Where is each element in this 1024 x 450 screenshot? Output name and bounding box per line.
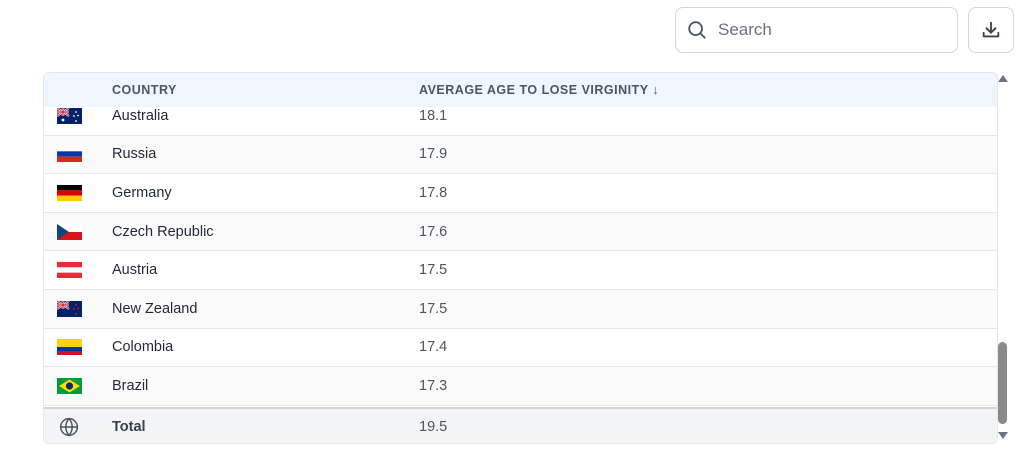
country-name: Austria [112, 262, 158, 279]
total-value: 19.5 [419, 419, 448, 435]
australia-flag-icon [57, 107, 82, 124]
austria-flag-icon [57, 262, 82, 279]
scroll-up-arrow-icon[interactable] [998, 75, 1008, 82]
data-table: COUNTRY AVERAGE AGE TO LOSE VIRGINITY ↓ … [43, 72, 998, 444]
country-name: New Zealand [112, 300, 198, 317]
table-row: Colombia 17.4 [44, 329, 997, 368]
country-name: Czech Republic [112, 223, 214, 240]
column-header-average-age[interactable]: AVERAGE AGE TO LOSE VIRGINITY ↓ [419, 83, 660, 97]
country-name: Brazil [112, 377, 149, 394]
search-box[interactable] [675, 7, 958, 53]
country-name: Russia [112, 146, 157, 163]
table-header: COUNTRY AVERAGE AGE TO LOSE VIRGINITY ↓ [44, 73, 997, 107]
czech-republic-flag-icon [57, 223, 82, 240]
table-row: Germany 17.8 [44, 174, 997, 213]
new-zealand-flag-icon [57, 299, 82, 317]
average-age-value: 18.1 [419, 107, 448, 124]
globe-icon [59, 417, 79, 437]
download-button[interactable] [968, 7, 1014, 53]
brazil-flag-icon [57, 377, 82, 394]
country-name: Germany [112, 184, 172, 201]
vertical-scrollbar[interactable] [996, 72, 1010, 442]
download-icon [982, 21, 1000, 38]
colombia-flag-icon [57, 339, 82, 356]
table-body: Australia 18.1 Russia 17.9 Germany 17.8 [44, 97, 997, 406]
search-icon [688, 21, 706, 39]
country-name: Australia [112, 107, 169, 124]
average-age-value: 17.6 [419, 223, 448, 240]
table-row: Brazil 17.3 [44, 367, 997, 406]
search-input[interactable] [716, 19, 940, 41]
total-row: Total 19.5 [44, 407, 997, 443]
average-age-value: 17.4 [419, 339, 448, 356]
average-age-value: 17.9 [419, 146, 448, 163]
table-row: Austria 17.5 [44, 251, 997, 290]
russia-flag-icon [57, 146, 82, 163]
average-age-value: 17.3 [419, 377, 448, 394]
scroll-down-arrow-icon[interactable] [998, 432, 1008, 439]
average-age-value: 17.5 [419, 262, 448, 279]
germany-flag-icon [57, 184, 82, 201]
table-row: Czech Republic 17.6 [44, 212, 997, 252]
table-row: New Zealand 17.5 [44, 289, 997, 329]
average-age-value: 17.5 [419, 300, 448, 317]
total-label: Total [112, 419, 146, 435]
average-age-value: 17.8 [419, 184, 448, 201]
table-row: Australia 18.1 [44, 97, 997, 136]
scroll-thumb[interactable] [998, 342, 1007, 424]
table-row: Russia 17.9 [44, 135, 997, 175]
column-header-country[interactable]: COUNTRY [112, 83, 177, 97]
country-name: Colombia [112, 339, 174, 356]
